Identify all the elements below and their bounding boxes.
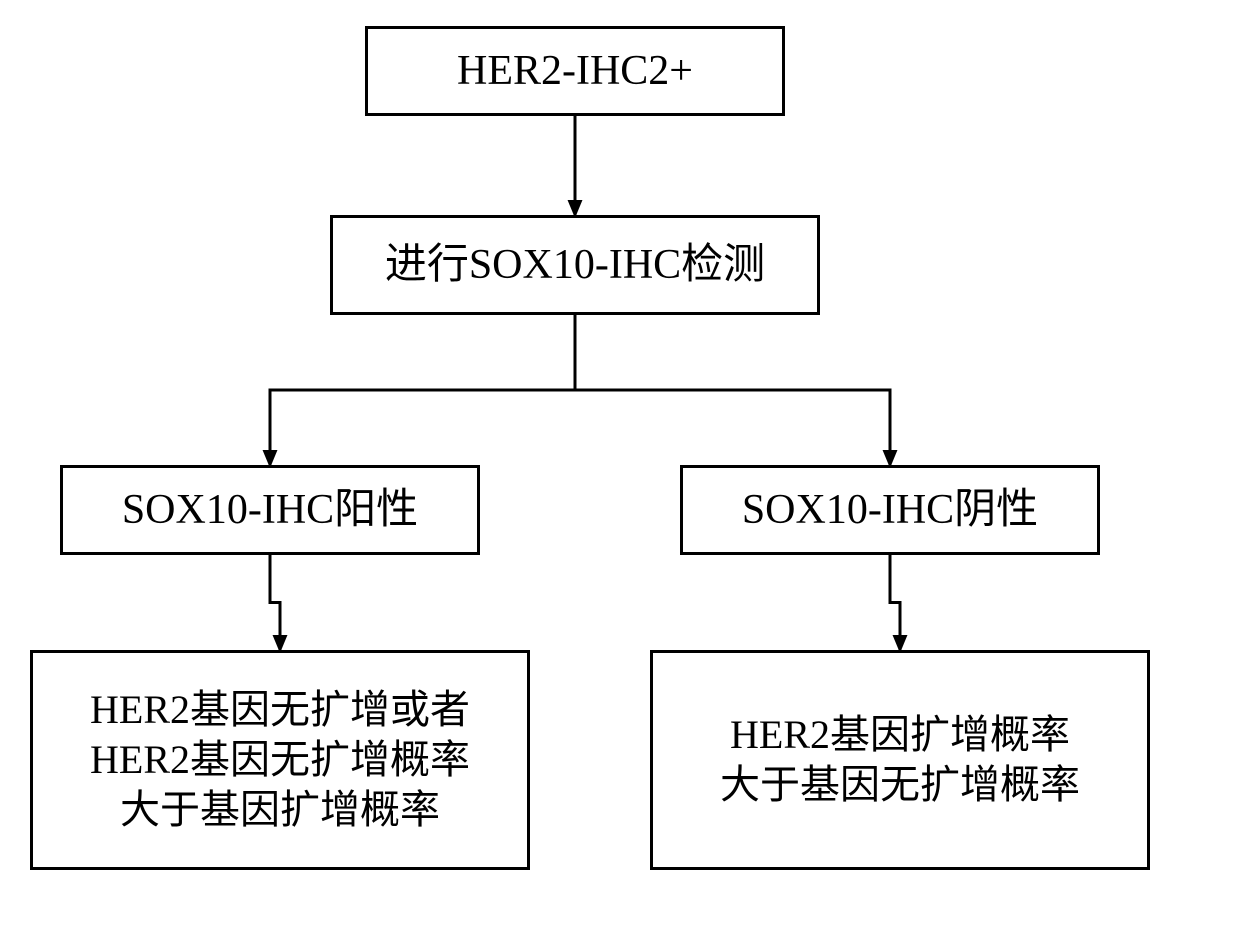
flowchart-node-n1: HER2-IHC2+ <box>365 26 785 116</box>
flowchart-edge-n4-n6 <box>890 555 900 650</box>
flowchart-node-label: HER2-IHC2+ <box>457 45 693 98</box>
flowchart-node-n5: HER2基因无扩增或者HER2基因无扩增概率大于基因扩增概率 <box>30 650 530 870</box>
flowchart-node-label: HER2基因扩增概率大于基因无扩增概率 <box>720 710 1080 810</box>
flowchart-node-n6: HER2基因扩增概率大于基因无扩增概率 <box>650 650 1150 870</box>
flowchart-canvas: HER2-IHC2+ 进行SOX10-IHC检测 SOX10-IHC阳性 SOX10-… <box>0 0 1240 934</box>
flowchart-edge-n3-n5 <box>270 555 280 650</box>
flowchart-node-n4: SOX10-IHC阴性 <box>680 465 1100 555</box>
flowchart-node-label: SOX10-IHC阴性 <box>742 484 1038 537</box>
flowchart-node-n2: 进行SOX10-IHC检测 <box>330 215 820 315</box>
flowchart-node-label: HER2基因无扩增或者HER2基因无扩增概率大于基因扩增概率 <box>90 685 470 835</box>
flowchart-node-n3: SOX10-IHC阳性 <box>60 465 480 555</box>
flowchart-node-label: 进行SOX10-IHC检测 <box>385 239 765 292</box>
flowchart-edge-n2-n3 <box>270 315 575 465</box>
flowchart-edge-n2-n4 <box>575 315 890 465</box>
flowchart-node-label: SOX10-IHC阳性 <box>122 484 418 537</box>
